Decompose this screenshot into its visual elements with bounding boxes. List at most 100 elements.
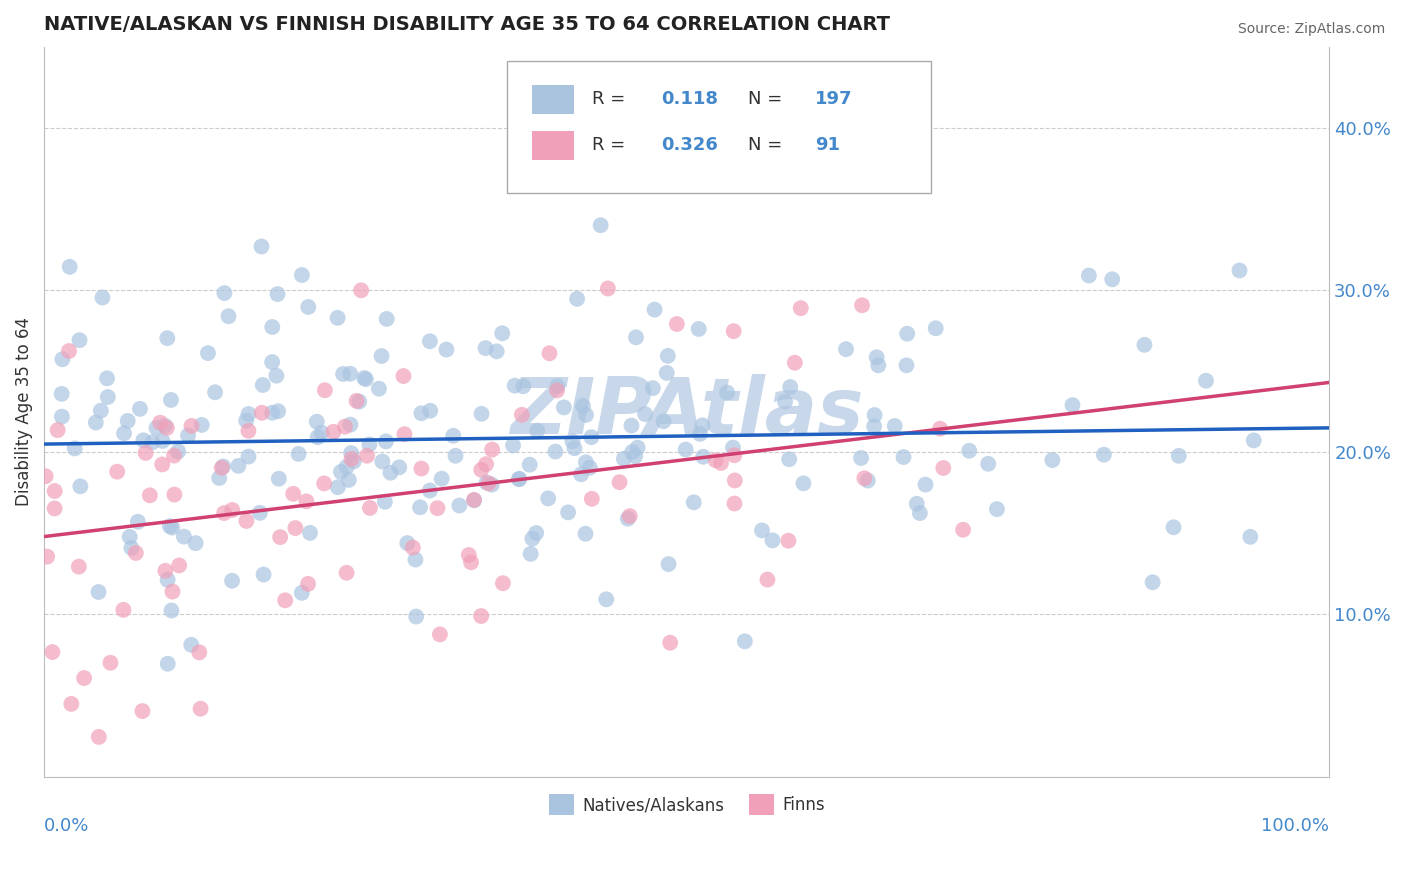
Point [641, 381, 664, 395]
Point [411, 461, 433, 475]
Text: 91: 91 [815, 136, 841, 154]
Point [69, 333, 91, 347]
Point [73, 671, 96, 685]
Point [503, 378, 526, 392]
Point [856, 474, 879, 488]
Point [704, 453, 727, 467]
Point [221, 503, 243, 517]
Point [460, 555, 482, 569]
Point [332, 367, 354, 381]
Point [139, 488, 162, 502]
Point [356, 449, 378, 463]
Point [396, 536, 419, 550]
Point [41, 645, 63, 659]
Point [475, 475, 498, 490]
Point [267, 404, 290, 418]
Point [218, 310, 240, 324]
Point [613, 451, 636, 466]
Point [156, 657, 179, 671]
Point [1195, 374, 1218, 388]
Text: 197: 197 [815, 90, 852, 108]
Point [335, 566, 357, 580]
Point [853, 471, 876, 485]
Point [481, 442, 503, 457]
Point [896, 359, 918, 373]
Point [565, 292, 588, 306]
Point [546, 384, 568, 398]
Point [957, 443, 980, 458]
Point [620, 418, 643, 433]
Point [1142, 575, 1164, 590]
Point [581, 430, 603, 444]
Y-axis label: Disability Age 35 to 64: Disability Age 35 to 64 [15, 318, 32, 506]
Point [508, 472, 530, 486]
Point [197, 346, 219, 360]
Point [156, 331, 179, 345]
Point [353, 371, 375, 385]
Point [783, 356, 806, 370]
Point [655, 366, 678, 380]
Point [689, 426, 711, 441]
Point [544, 444, 567, 458]
Point [267, 472, 290, 486]
Point [485, 344, 508, 359]
Point [502, 438, 524, 452]
Point [977, 457, 1000, 471]
Point [492, 576, 515, 591]
Point [574, 526, 596, 541]
Point [91, 290, 114, 304]
FancyBboxPatch shape [506, 62, 931, 193]
Point [688, 322, 710, 336]
Point [51, 352, 73, 367]
Point [723, 448, 745, 462]
Point [211, 460, 233, 475]
Point [986, 502, 1008, 516]
Point [553, 401, 575, 415]
Point [1092, 448, 1115, 462]
Point [723, 496, 745, 510]
Point [724, 474, 747, 488]
Point [141, 435, 163, 450]
Point [354, 372, 377, 386]
Point [330, 465, 353, 479]
Point [250, 239, 273, 253]
Point [51, 387, 73, 401]
Point [163, 449, 186, 463]
Point [773, 394, 796, 409]
Point [849, 450, 872, 465]
Point [575, 455, 598, 469]
Point [167, 558, 190, 573]
Point [314, 476, 336, 491]
Point [595, 592, 617, 607]
Point [368, 382, 391, 396]
Point [274, 593, 297, 607]
Point [180, 418, 202, 433]
Point [561, 434, 583, 449]
Point [519, 547, 541, 561]
Point [238, 407, 260, 421]
Point [657, 349, 679, 363]
Point [370, 349, 392, 363]
Point [652, 414, 675, 428]
Point [470, 609, 492, 624]
Point [87, 585, 110, 599]
Point [692, 450, 714, 464]
Point [1163, 520, 1185, 534]
Point [159, 519, 181, 533]
Point [905, 497, 928, 511]
Point [90, 403, 112, 417]
Point [305, 415, 328, 429]
Point [557, 505, 579, 519]
Point [307, 430, 329, 444]
Point [778, 452, 800, 467]
Text: 0.0%: 0.0% [44, 817, 90, 835]
Point [659, 636, 682, 650]
Point [235, 414, 257, 428]
Point [475, 457, 498, 471]
Point [429, 627, 451, 641]
Point [1062, 398, 1084, 412]
Point [212, 506, 235, 520]
Point [295, 494, 318, 508]
Point [252, 567, 274, 582]
Point [132, 434, 155, 448]
